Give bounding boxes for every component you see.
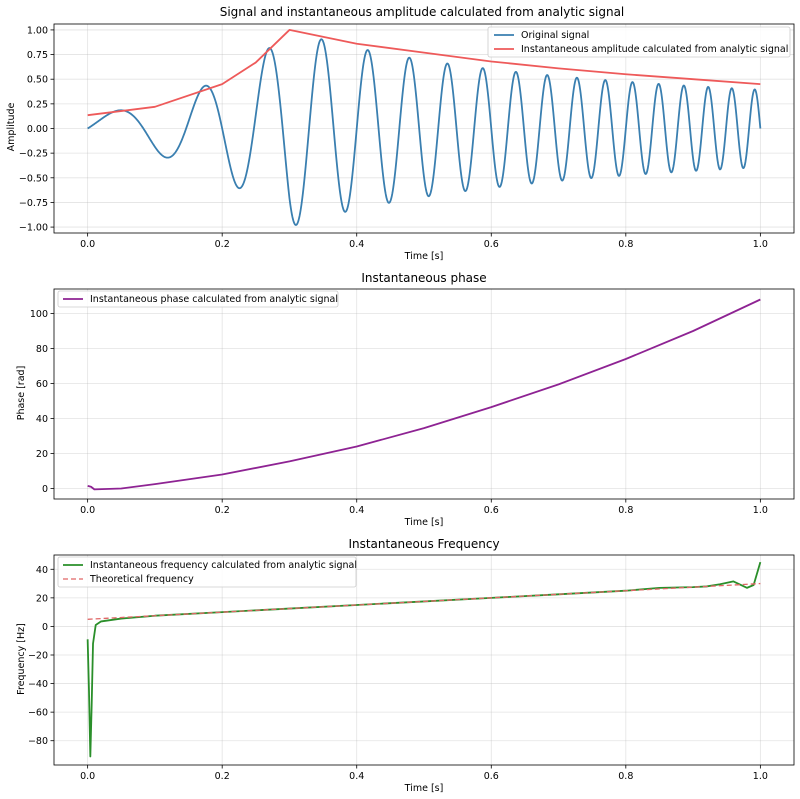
x-tick-label: 0.4 [349,771,364,782]
y-tick-label: −0.25 [19,149,48,160]
x-tick-label: 0.0 [80,239,95,250]
y-tick-label: 100 [30,309,48,320]
frequency-panel-title: Instantaneous Frequency [348,537,499,551]
x-tick-label: 1.0 [753,239,768,250]
y-tick-label: −20 [28,651,48,662]
frequency-legend-box [57,556,357,588]
frequency-panel-xlabel: Time [s] [404,783,444,794]
x-tick-label: 0.2 [215,239,230,250]
x-tick-label: 0.0 [80,505,95,516]
x-tick-label: 0.6 [484,505,499,516]
x-tick-label: 0.8 [618,239,633,250]
amplitude-plot-frame [53,23,795,234]
series-line-original-signal [87,38,762,226]
y-tick-label: −1.00 [19,223,48,234]
y-tick-label: 0.50 [27,75,48,86]
legend-label-original-signal: Original signal [521,30,589,41]
amplitude-panel: Signal and instantaneous amplitude calcu… [6,5,795,262]
x-tick-label: 1.0 [753,771,768,782]
phase-legend: Instantaneous phase calculated from anal… [57,290,339,308]
y-tick-label: −0.50 [19,173,48,184]
series-line-instantaneous-phase-calculated-from-analytic-signal [87,298,761,491]
series-line-instantaneous-amplitude-calculated-from-analytic-signal [87,29,761,117]
y-tick-label: 40 [36,414,48,425]
x-tick-label: 0.4 [349,505,364,516]
y-tick-label: 0 [42,622,48,633]
amplitude-legend-box [487,26,791,58]
frequency-plot-frame [53,554,795,766]
phase-plot-frame [53,288,795,500]
phase-legend-box [57,290,339,308]
y-tick-label: 80 [36,344,48,355]
frequency-panel: Instantaneous Frequency Frequency [Hz] T… [16,537,795,794]
y-tick-label: −40 [28,679,48,690]
y-tick-label: 40 [36,565,48,576]
x-tick-label: 1.0 [753,505,768,516]
legend-label-theoretical-frequency: Theoretical frequency [89,574,194,585]
y-tick-label: 1.00 [27,25,48,36]
y-tick-label: 0.25 [27,99,48,110]
amplitude-legend: Original signal Instantaneous amplitude … [487,26,791,58]
series-line-theoretical-frequency [87,582,761,620]
legend-label-instantaneous-frequency: Instantaneous frequency calculated from … [90,560,357,571]
y-tick-label: 0.75 [27,50,48,61]
x-tick-label: 0.8 [618,505,633,516]
y-tick-label: −60 [28,708,48,719]
amplitude-panel-ylabel: Amplitude [6,103,17,152]
phase-panel-title: Instantaneous phase [361,271,486,285]
x-tick-label: 0.6 [484,771,499,782]
amplitude-panel-title: Signal and instantaneous amplitude calcu… [220,5,625,19]
phase-panel-xlabel: Time [s] [404,517,444,528]
x-tick-label: 0.4 [349,239,364,250]
y-tick-label: 0 [42,484,48,495]
phase-panel-ylabel: Phase [rad] [16,366,27,421]
series-line-instantaneous-frequency-calculated-from-analytic-signal [86,561,762,758]
x-tick-label: 0.2 [215,771,230,782]
x-tick-label: 0.8 [618,771,633,782]
y-tick-label: −80 [28,736,48,747]
y-tick-label: −0.75 [19,198,48,209]
phase-panel: Instantaneous phase Phase [rad] Time [s]… [16,271,795,528]
y-tick-label: 20 [36,593,48,604]
y-tick-label: 60 [36,379,48,390]
frequency-panel-ylabel: Frequency [Hz] [16,623,27,695]
amplitude-panel-xlabel: Time [s] [404,251,444,262]
legend-label-instantaneous-amplitude: Instantaneous amplitude calculated from … [521,44,788,55]
y-tick-label: 0.00 [27,124,48,135]
y-tick-label: 20 [36,449,48,460]
legend-label-instantaneous-phase: Instantaneous phase calculated from anal… [90,294,338,305]
frequency-legend: Instantaneous frequency calculated from … [57,556,357,588]
x-tick-label: 0.0 [80,771,95,782]
x-tick-label: 0.6 [484,239,499,250]
x-tick-label: 0.2 [215,505,230,516]
